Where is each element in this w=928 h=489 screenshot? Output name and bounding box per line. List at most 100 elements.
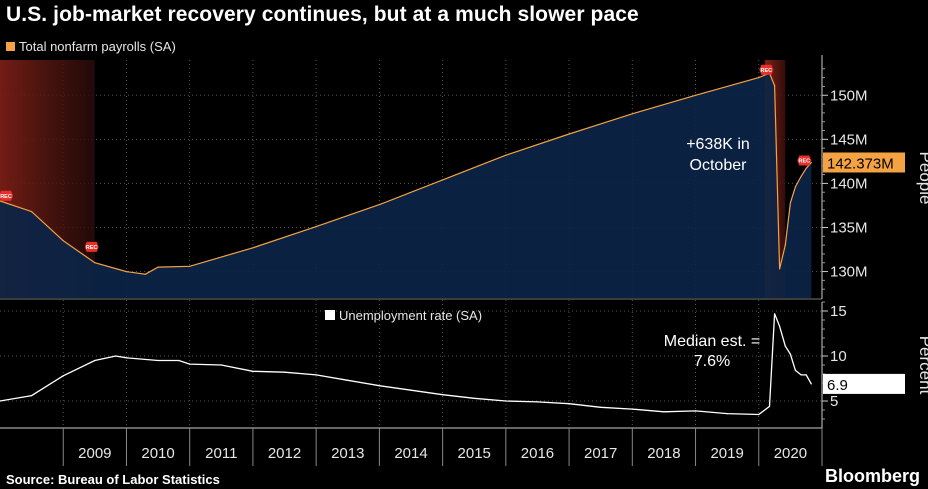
payrolls-y-tick-label-2: 140M [830, 175, 868, 192]
unemployment-point-20 [568, 403, 570, 405]
x-tick-label-2013: 2013 [331, 445, 364, 462]
x-tick-label-2011: 2011 [205, 445, 237, 462]
payrolls-point-12 [505, 154, 507, 156]
x-tick-label-2019: 2019 [710, 445, 743, 462]
payrolls-last-value-label: 142.373M [827, 155, 894, 172]
payrolls-point-0 [0, 200, 1, 202]
payrolls-point-10 [378, 204, 380, 206]
unemployment-point-26 [758, 413, 760, 416]
x-tick-label-2018: 2018 [647, 445, 680, 462]
recession-marker-label-3: REC [798, 159, 810, 165]
x-tick-label-2015: 2015 [458, 445, 491, 462]
payrolls-annotation-line-1: October [690, 157, 748, 174]
unemployment-legend-swatch [325, 310, 335, 320]
unemployment-y-tick-label-0: 5 [830, 393, 838, 410]
payrolls-point-20 [784, 244, 786, 246]
payrolls-last-value-box [823, 152, 905, 173]
payrolls-point-25 [810, 161, 812, 164]
payrolls-point-2 [62, 240, 64, 242]
payrolls-point-7 [189, 265, 191, 267]
recession-marker-1 [84, 241, 99, 252]
unemployment-point-6 [157, 359, 159, 362]
source-note: Source: Bureau of Labor Statistics [6, 472, 220, 487]
unemployment-point-35 [810, 383, 812, 385]
unemployment-point-8 [189, 363, 191, 365]
unemployment-point-12 [315, 374, 317, 376]
axes-layer: 130M 135M 140M 145M 150M 5 10 15 People Percent 20… [0, 55, 928, 466]
payrolls-point-4 [125, 271, 128, 273]
recession-marker-label-1: REC [86, 245, 98, 251]
unemployment-y-axis-title: Percent [916, 336, 928, 395]
unemployment-point-1 [31, 395, 33, 397]
unemployment-point-29 [779, 325, 781, 327]
unemployment-line [0, 313, 812, 416]
unemployment-point-13 [347, 379, 349, 381]
unemployment-annotation-line-1: 7.6% [694, 353, 730, 370]
payrolls-point-13 [568, 133, 570, 135]
unemployment-point-30 [784, 345, 786, 347]
recession-marker-label-2: REC [761, 68, 773, 74]
unemployment-point-19 [536, 401, 539, 403]
unemployment-point-17 [473, 397, 475, 399]
x-tick-label-2012: 2012 [268, 445, 301, 462]
unemployment-y-tick-label-1: 10 [830, 348, 847, 365]
unemployment-last-value-label: 6.9 [827, 377, 848, 394]
payrolls-y-tick-label-0: 130M [830, 264, 868, 281]
payrolls-point-22 [794, 186, 797, 188]
unemployment-legend-label: Unemployment rate (SA) [339, 308, 482, 323]
unemployment-point-25 [726, 413, 728, 415]
unemployment-point-31 [789, 353, 792, 355]
payrolls-point-11 [442, 179, 444, 181]
unemployment-point-21 [600, 406, 602, 408]
unemployment-point-11 [283, 371, 286, 373]
brand-logo: Bloomberg [824, 466, 920, 486]
payrolls-y-tick-label-1: 135M [830, 219, 868, 236]
payrolls-plot [0, 72, 812, 298]
payrolls-point-6 [157, 266, 159, 268]
unemployment-y-tick-label-2: 15 [830, 303, 847, 320]
x-tick-label-2014: 2014 [394, 445, 427, 462]
unemployment-point-3 [94, 359, 96, 362]
payrolls-point-21 [789, 202, 792, 204]
x-tick-label-2016: 2016 [521, 445, 554, 462]
unemployment-point-28 [774, 313, 776, 315]
payrolls-point-24 [805, 167, 807, 169]
payrolls-point-15 [694, 94, 697, 96]
unemployment-point-7 [178, 359, 180, 362]
labels-layer: REC REC REC REC 142.373M 6.9 +638K in October Me… [0, 64, 905, 394]
unemployment-point-5 [125, 357, 128, 359]
payrolls-legend-swatch [6, 42, 15, 51]
unemployment-point-15 [410, 389, 412, 391]
unemployment-point-33 [800, 374, 802, 376]
payrolls-legend-label: Total nonfarm payrolls (SA) [19, 39, 176, 54]
payrolls-y-axis-title: People [916, 152, 928, 205]
payrolls-point-9 [315, 226, 317, 228]
unemployment-point-27 [768, 405, 771, 407]
recession-marker-0 [0, 190, 13, 201]
unemployment-annotation-line-0: Median est. = [664, 333, 761, 350]
unemployment-point-4 [115, 355, 117, 357]
recession-marker-label-0: REC [0, 194, 12, 200]
chart-title: U.S. job-market recovery continues, but … [6, 3, 639, 26]
unemployment-point-22 [631, 408, 633, 410]
x-tick-label-2009: 2009 [78, 445, 111, 462]
x-tick-label-2017: 2017 [584, 445, 617, 462]
payrolls-y-tick-label-4: 150M [830, 87, 868, 104]
payrolls-point-23 [800, 175, 802, 177]
payrolls-annotation-line-0: +638K in [686, 136, 750, 153]
payrolls-area [0, 73, 812, 298]
unemployment-point-18 [505, 400, 507, 402]
unemployment-point-0 [0, 400, 1, 402]
payrolls-point-14 [631, 113, 633, 115]
unemployment-last-value-box [823, 373, 905, 394]
payrolls-y-tick-label-3: 145M [830, 131, 868, 148]
unemployment-point-14 [378, 385, 380, 387]
recession-marker-3 [797, 155, 812, 166]
unemployment-point-2 [62, 375, 64, 377]
payrolls-point-19 [779, 268, 781, 270]
unemployment-point-23 [663, 411, 665, 413]
unemployment-point-9 [220, 364, 222, 366]
payrolls-point-5 [144, 273, 146, 275]
payrolls-point-1 [31, 211, 33, 213]
